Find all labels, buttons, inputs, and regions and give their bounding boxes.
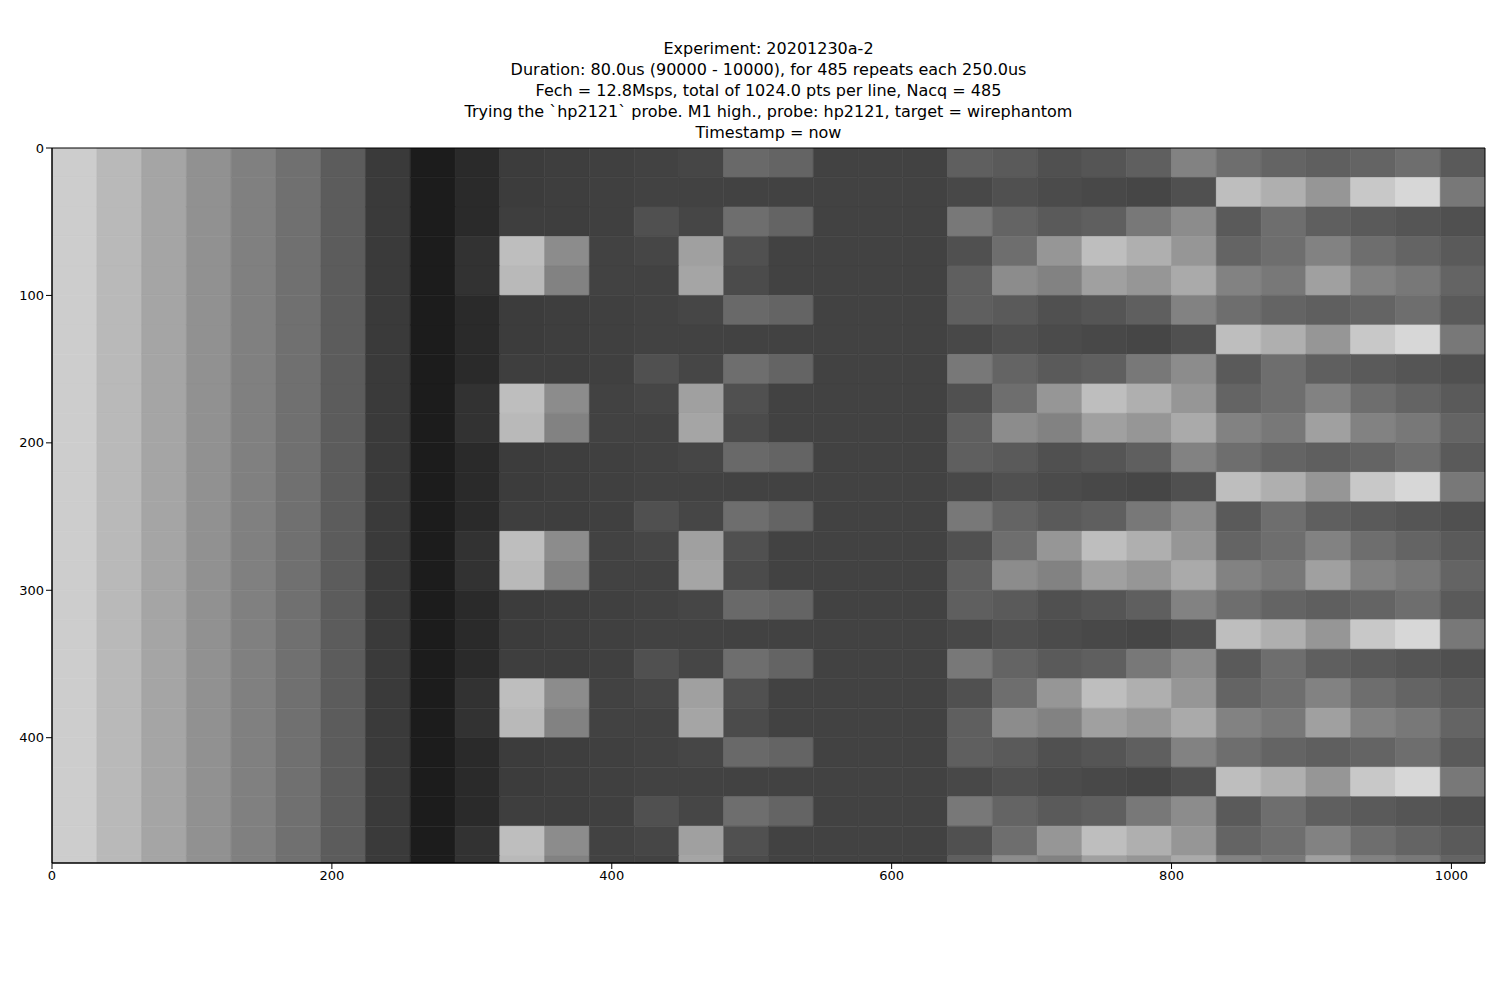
html-text:Duration: 80.0us (90000 - 1000: Duration: 80.0us (90000 - 10000), for 48…	[510, 60, 1027, 79]
html-text:Timestamp = now: Timestamp = now	[695, 123, 842, 142]
svg-text:0: 0	[48, 868, 56, 883]
svg-text:800: 800	[1159, 868, 1184, 883]
html-text:Trying the `hp2121` probe. M1: Trying the `hp2121` probe. M1 high., pro…	[464, 102, 1073, 121]
html-text:Fech = 12.8Msps, total of 1024: Fech = 12.8Msps, total of 1024.0 pts per…	[535, 81, 1002, 100]
svg-text:400: 400	[19, 730, 44, 745]
svg-text:400: 400	[599, 868, 624, 883]
svg-text:600: 600	[879, 868, 904, 883]
svg-text:0: 0	[36, 141, 44, 156]
svg-text:100: 100	[19, 288, 44, 303]
svg-text:200: 200	[319, 868, 344, 883]
svg-text:200: 200	[19, 435, 44, 450]
svg-text:1000: 1000	[1435, 868, 1468, 883]
html-text:Experiment: 20201230a-2: Experiment: 20201230a-2	[663, 39, 874, 58]
svg-text:300: 300	[19, 583, 44, 598]
